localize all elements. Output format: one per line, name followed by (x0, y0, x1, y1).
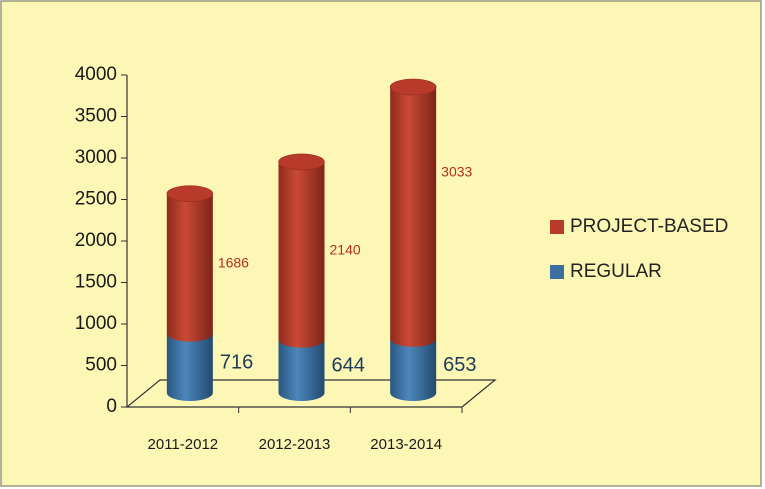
bar (166, 193, 213, 334)
bar-top (166, 185, 214, 202)
data-label: 2140 (330, 241, 361, 257)
bar (166, 333, 213, 393)
bar (278, 161, 325, 340)
y-tick-label: 2500 (75, 189, 117, 210)
data-label: 653 (443, 354, 476, 376)
x-tick-label: 2011-2012 (148, 436, 219, 453)
x-tick-label: 2013-2014 (370, 436, 442, 453)
legend-swatch (550, 265, 564, 279)
bar-top (278, 153, 325, 171)
data-label: 644 (332, 355, 365, 377)
y-tick-label: 0 (106, 396, 117, 417)
y-tick-label: 1500 (75, 272, 117, 293)
x-tick-label: 2012-2013 (259, 436, 331, 453)
data-label: 1686 (218, 254, 249, 270)
bar (390, 338, 437, 393)
bar-top (389, 78, 437, 96)
y-tick-label: 1000 (75, 313, 117, 334)
y-tick-label: 3500 (75, 106, 117, 127)
data-label: 716 (220, 352, 253, 374)
legend-label: PROJECT-BASED (570, 216, 728, 237)
data-label: 3033 (441, 164, 472, 180)
y-tick-label: 2000 (75, 230, 117, 251)
y-tick-label: 3000 (75, 147, 117, 168)
legend-swatch (550, 220, 564, 234)
legend-label: REGULAR (570, 261, 662, 282)
bar (390, 87, 437, 339)
y-tick-label: 500 (85, 355, 117, 376)
y-tick-label: 4000 (75, 64, 117, 85)
bar (278, 339, 325, 393)
